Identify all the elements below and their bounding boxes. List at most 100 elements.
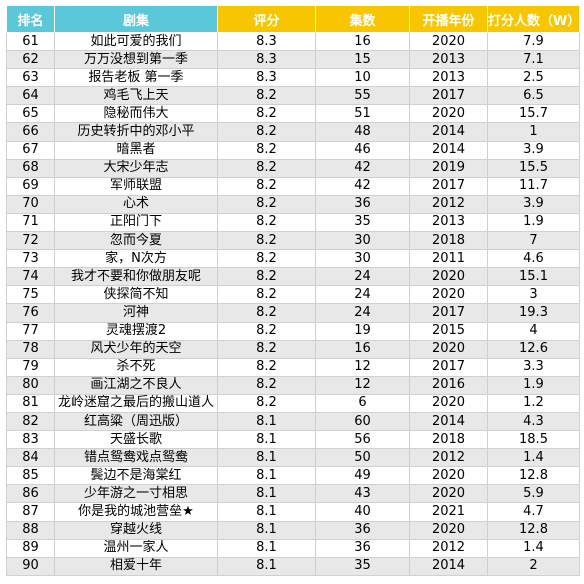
cell-year: 2020	[409, 285, 488, 305]
cell-title: 忽而今夏	[54, 231, 218, 251]
cell-rank: 85	[6, 466, 55, 486]
cell-title: 我才不要和你做朋友呢	[54, 267, 218, 287]
cell-score: 8.1	[217, 466, 316, 486]
cell-raters: 2	[487, 556, 580, 576]
cell-title: 隐秘而伟大	[54, 104, 218, 124]
cell-title: 龙岭迷窟之最后的搬山道人	[54, 393, 218, 413]
cell-year: 2017	[409, 176, 488, 196]
table-row: 81 龙岭迷窟之最后的搬山道人 8.2 6 2020 1.2	[6, 393, 580, 413]
table-row: 83 天盛长歌 8.1 56 2018 18.5	[6, 430, 580, 450]
cell-raters: 4	[487, 321, 580, 341]
cell-episodes: 46	[315, 140, 410, 160]
cell-score: 8.2	[217, 321, 316, 341]
cell-rank: 87	[6, 502, 55, 522]
table-row: 85 鬓边不是海棠红 8.1 49 2020 12.8	[6, 466, 580, 486]
cell-episodes: 35	[315, 212, 410, 233]
cell-year: 2020	[409, 484, 488, 504]
table-row: 74 我才不要和你做朋友呢 8.2 24 2020 15.1	[6, 267, 580, 287]
cell-raters: 7.9	[487, 31, 580, 52]
cell-title: 河神	[54, 303, 218, 323]
cell-score: 8.1	[217, 484, 316, 504]
cell-year: 2021	[409, 502, 488, 522]
cell-score: 8.2	[217, 176, 316, 196]
cell-score: 8.2	[217, 158, 316, 178]
table-row: 89 温州一家人 8.1 36 2012 1.4	[6, 538, 580, 558]
cell-episodes: 40	[315, 502, 410, 522]
cell-title: 杀不死	[54, 357, 218, 377]
table-row: 88 穿越火线 8.1 36 2020 12.8	[6, 520, 580, 540]
cell-year: 2012	[409, 538, 488, 558]
cell-rank: 79	[6, 357, 55, 377]
cell-raters: 1.9	[487, 212, 580, 233]
cell-year: 2015	[409, 321, 488, 341]
cell-title: 大宋少年志	[54, 158, 218, 178]
cell-title: 鬓边不是海棠红	[54, 466, 218, 486]
cell-rank: 80	[6, 375, 55, 395]
header-episodes: 集数	[315, 5, 410, 33]
cell-episodes: 15	[315, 50, 410, 70]
cell-episodes: 36	[315, 538, 410, 558]
cell-episodes: 12	[315, 375, 410, 395]
cell-raters: 12.8	[487, 466, 580, 486]
table-row: 78 风犬少年的天空 8.2 16 2020 12.6	[6, 339, 580, 359]
header-row: 排名 剧集 评分 集数 开播年份 打分人数（W）	[6, 5, 580, 33]
cell-title: 相爱十年	[54, 556, 218, 576]
cell-year: 2014	[409, 140, 488, 160]
cell-rank: 71	[6, 212, 55, 233]
cell-rank: 65	[6, 104, 55, 124]
cell-episodes: 12	[315, 357, 410, 377]
table-body: 61 如此可爱的我们 8.3 16 2020 7.9 62 万万没想到第一季 8.3 15 2013…	[6, 31, 580, 576]
table-row: 77 灵魂摆渡2 8.2 19 2015 4	[6, 321, 580, 341]
cell-title: 错点鸳鸯戏点鸳鸯	[54, 448, 218, 468]
cell-raters: 18.5	[487, 430, 580, 450]
cell-year: 2013	[409, 68, 488, 88]
cell-year: 2017	[409, 86, 488, 106]
table-row: 75 侠探简不知 8.2 24 2020 3	[6, 285, 580, 305]
cell-year: 2020	[409, 393, 488, 413]
cell-raters: 15.5	[487, 158, 580, 178]
cell-episodes: 24	[315, 285, 410, 305]
cell-year: 2019	[409, 158, 488, 178]
cell-raters: 3	[487, 285, 580, 305]
cell-rank: 77	[6, 321, 55, 341]
cell-raters: 7	[487, 231, 580, 251]
cell-episodes: 55	[315, 86, 410, 106]
cell-score: 8.2	[217, 140, 316, 160]
cell-title: 正阳门下	[54, 212, 218, 233]
cell-rank: 82	[6, 411, 55, 432]
cell-rank: 67	[6, 140, 55, 160]
header-title: 剧集	[54, 5, 218, 33]
cell-year: 2020	[409, 466, 488, 486]
cell-raters: 1.4	[487, 448, 580, 468]
cell-score: 8.2	[217, 393, 316, 413]
cell-raters: 1.4	[487, 538, 580, 558]
cell-rank: 64	[6, 86, 55, 106]
cell-raters: 1	[487, 122, 580, 142]
cell-score: 8.2	[217, 249, 316, 269]
cell-title: 穿越火线	[54, 520, 218, 540]
cell-year: 2011	[409, 249, 488, 269]
cell-episodes: 24	[315, 267, 410, 287]
cell-title: 报告老板 第一季	[54, 68, 218, 88]
cell-rank: 89	[6, 538, 55, 558]
cell-score: 8.1	[217, 502, 316, 522]
cell-score: 8.1	[217, 448, 316, 468]
cell-title: 侠探简不知	[54, 285, 218, 305]
cell-episodes: 56	[315, 430, 410, 450]
cell-episodes: 49	[315, 466, 410, 486]
cell-rank: 73	[6, 249, 55, 269]
cell-year: 2020	[409, 339, 488, 359]
cell-year: 2013	[409, 50, 488, 70]
cell-episodes: 35	[315, 556, 410, 576]
table-row: 79 杀不死 8.2 12 2017 3.3	[6, 357, 580, 377]
cell-title: 灵魂摆渡2	[54, 321, 218, 341]
cell-rank: 68	[6, 158, 55, 178]
cell-score: 8.2	[217, 104, 316, 124]
table-row: 64 鸡毛飞上天 8.2 55 2017 6.5	[6, 86, 580, 106]
cell-score: 8.3	[217, 31, 316, 52]
header-rank: 排名	[6, 5, 55, 33]
table-row: 72 忽而今夏 8.2 30 2018 7	[6, 231, 580, 251]
cell-score: 8.2	[217, 212, 316, 233]
cell-raters: 4.6	[487, 249, 580, 269]
cell-score: 8.1	[217, 538, 316, 558]
